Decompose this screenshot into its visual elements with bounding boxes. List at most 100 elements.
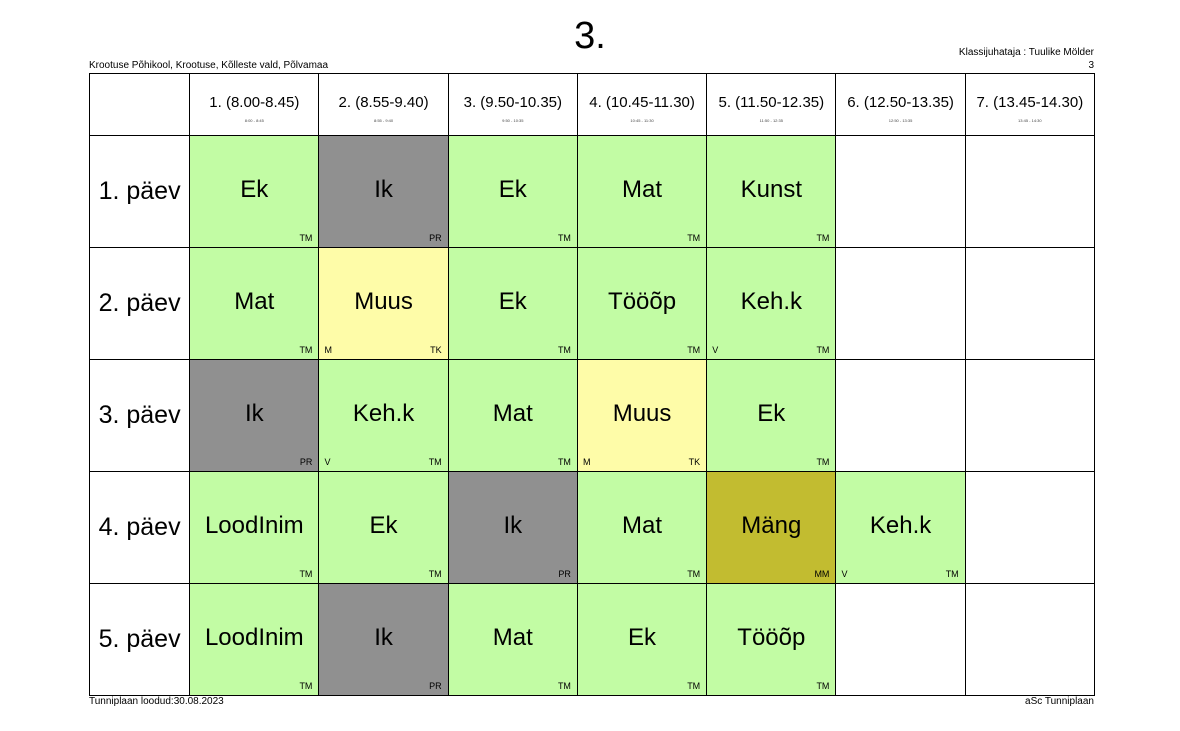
lesson-card[interactable]: Ek TM: [189, 135, 320, 248]
period-label: 4. (10.45-11.30): [589, 94, 695, 111]
lesson-card[interactable]: Keh.k V TM: [706, 247, 837, 360]
lesson-subject: Ik: [503, 512, 523, 539]
day-row: 2. päev Mat TM Muus M TK Ek TM Tööõp TM Keh.k V TM: [88, 247, 1096, 360]
lesson-teacher: TM: [557, 457, 571, 467]
lesson-subject: Ek: [240, 176, 269, 203]
lesson-teacher: TM: [945, 569, 959, 579]
day-label: 3. päev: [88, 359, 191, 472]
lesson-card[interactable]: Tööõp TM: [576, 247, 708, 360]
lesson-subject: Muus: [612, 400, 672, 427]
lesson-card[interactable]: Ik PR: [447, 471, 578, 584]
lesson-subject: LoodInim: [204, 512, 304, 539]
lesson-subject: Ek: [757, 400, 786, 427]
lesson-subject: Tööõp: [608, 288, 677, 315]
lesson-teacher: TM: [299, 569, 313, 579]
lesson-teacher: TM: [299, 681, 313, 691]
lesson-card[interactable]: Mat TM: [576, 471, 708, 584]
empty-slot: [964, 583, 1096, 696]
created-date: Tunniplaan loodud:30.08.2023: [89, 696, 224, 707]
empty-slot: [835, 583, 966, 696]
lesson-subject: Ik: [374, 624, 393, 651]
day-label: 2. päev: [88, 247, 191, 360]
lesson-subject: LoodInim: [204, 624, 304, 651]
corner-cell: [88, 73, 191, 136]
period-header: 3. (9.50-10.35) 9:50 - 10:35: [447, 73, 578, 136]
lesson-teacher: TM: [299, 233, 313, 243]
period-label: 1. (8.00-8.45): [209, 94, 300, 111]
empty-slot: [964, 359, 1096, 472]
lesson-card[interactable]: Mat TM: [576, 135, 708, 248]
lesson-teacher: PR: [429, 233, 442, 243]
period-time: 8:55 - 9:40: [374, 118, 394, 123]
lesson-card[interactable]: Ek TM: [447, 135, 578, 248]
lesson-card[interactable]: Ek TM: [576, 583, 708, 696]
lesson-teacher: TM: [428, 457, 442, 467]
software-name: aSc Tunniplaan: [1025, 696, 1094, 707]
class-number: 3: [1088, 60, 1094, 71]
period-header: 5. (11.50-12.35) 11:50 - 12:35: [706, 73, 837, 136]
lesson-subject: Keh.k: [869, 512, 932, 539]
lesson-teacher: TM: [816, 233, 830, 243]
lesson-card[interactable]: Ik PR: [318, 135, 449, 248]
empty-slot: [835, 247, 966, 360]
day-label: 4. päev: [88, 471, 191, 584]
lesson-teacher: PR: [429, 681, 442, 691]
lesson-card[interactable]: Keh.k V TM: [318, 359, 449, 472]
period-label: 7. (13.45-14.30): [976, 94, 1084, 111]
period-time: 9:50 - 10:35: [502, 118, 524, 123]
lesson-subject: Mat: [234, 288, 275, 315]
lesson-subject: Keh.k: [740, 288, 802, 315]
period-header: 2. (8.55-9.40) 8:55 - 9:40: [318, 73, 449, 136]
lesson-card[interactable]: Mat TM: [447, 359, 578, 472]
lesson-subject: Ek: [369, 512, 398, 539]
lesson-teacher: TM: [816, 457, 830, 467]
day-row: 3. päev Ik PR Keh.k V TM Mat TM Muus M TK Ek TM: [88, 359, 1096, 472]
lesson-card[interactable]: Mat TM: [189, 247, 320, 360]
lesson-subject: Kunst: [740, 176, 802, 203]
lesson-subject: Ek: [498, 176, 527, 203]
lesson-card[interactable]: Ek TM: [706, 359, 837, 472]
lesson-teacher: TM: [557, 681, 571, 691]
lesson-card[interactable]: Muus M TK: [576, 359, 708, 472]
period-label: 3. (9.50-10.35): [463, 94, 563, 111]
day-row: 1. päev Ek TM Ik PR Ek TM Mat TM Kunst TM: [88, 135, 1096, 248]
lesson-card[interactable]: Keh.k V TM: [835, 471, 966, 584]
page-title: 3.: [574, 15, 606, 57]
lesson-card[interactable]: Ek TM: [447, 247, 578, 360]
period-time: 11:50 - 12:35: [759, 118, 783, 123]
lesson-card[interactable]: Kunst TM: [706, 135, 837, 248]
lesson-teacher: TM: [816, 681, 830, 691]
period-header: 4. (10.45-11.30) 10:45 - 11:30: [576, 73, 708, 136]
lesson-card[interactable]: Mäng MM: [706, 471, 837, 584]
lesson-teacher: PR: [558, 569, 571, 579]
lesson-card[interactable]: Ik PR: [189, 359, 320, 472]
lesson-teacher: TM: [557, 345, 571, 355]
lesson-subject: Muus: [354, 288, 413, 315]
lesson-card[interactable]: Ik PR: [318, 583, 449, 696]
day-row: 5. päev LoodInim TM Ik PR Mat TM Ek TM Tööõp TM: [88, 583, 1096, 696]
lesson-group: V: [712, 345, 719, 355]
lesson-card[interactable]: Tööõp TM: [706, 583, 837, 696]
lesson-group: M: [324, 345, 332, 355]
timetable-grid: 1. (8.00-8.45) 8:00 - 8:45 2. (8.55-9.40)…: [88, 73, 1096, 696]
lesson-card[interactable]: Ek TM: [318, 471, 449, 584]
lesson-teacher: TM: [816, 345, 830, 355]
lesson-group: V: [841, 569, 848, 579]
lesson-teacher: TM: [687, 569, 701, 579]
lesson-teacher: PR: [299, 457, 313, 467]
day-row: 4. päev LoodInim TM Ek TM Ik PR Mat TM Mäng MM Keh.…: [88, 471, 1096, 584]
lesson-teacher: TK: [430, 345, 442, 355]
lesson-teacher: TM: [299, 345, 313, 355]
empty-slot: [835, 135, 966, 248]
period-time: 8:00 - 8:45: [244, 118, 264, 123]
period-header: 7. (13.45-14.30) 13:45 - 14:30: [964, 73, 1096, 136]
school-name: Krootuse Põhikool, Krootuse, Kõlleste va…: [89, 60, 329, 71]
lesson-card[interactable]: Mat TM: [447, 583, 578, 696]
lesson-card[interactable]: LoodInim TM: [189, 583, 320, 696]
lesson-card[interactable]: Muus M TK: [318, 247, 449, 360]
lesson-teacher: TM: [428, 569, 442, 579]
day-label: 5. päev: [88, 583, 191, 696]
lesson-card[interactable]: LoodInim TM: [189, 471, 320, 584]
lesson-subject: Ik: [374, 176, 393, 203]
lesson-subject: Ik: [244, 400, 264, 427]
